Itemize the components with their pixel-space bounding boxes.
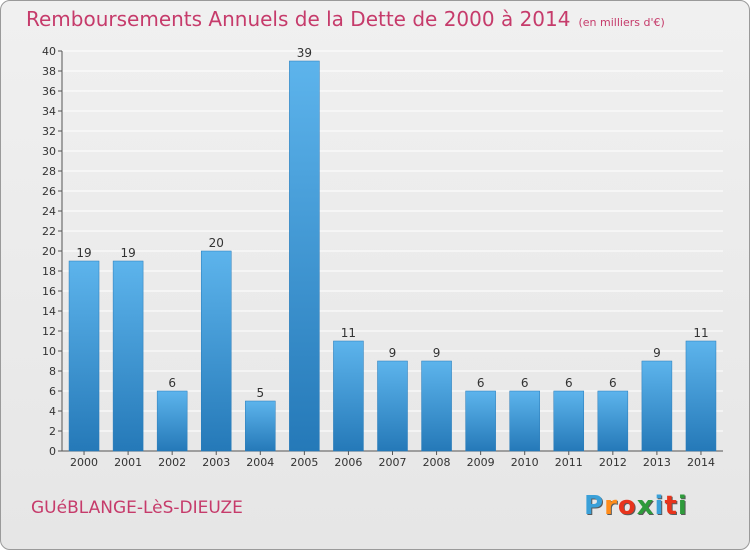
x-tick-label: 2000 — [70, 456, 98, 469]
bar — [597, 390, 629, 452]
bar — [377, 360, 408, 452]
logo-letter: P — [584, 491, 605, 521]
bar — [509, 390, 540, 452]
x-tick-label: 2003 — [202, 456, 230, 469]
bar — [289, 60, 320, 452]
y-tick-label: 8 — [49, 365, 56, 378]
y-tick-label: 10 — [42, 345, 56, 358]
x-tick-label: 2011 — [555, 456, 583, 469]
logo-letter: x — [636, 491, 655, 521]
y-tick-label: 12 — [42, 325, 56, 338]
x-tick-label: 2012 — [599, 456, 627, 469]
bar — [68, 260, 100, 452]
y-tick-label: 40 — [42, 45, 56, 58]
bar — [553, 390, 585, 452]
bars — [68, 60, 717, 452]
data-label: 6 — [168, 376, 176, 390]
logo-letter: r — [604, 491, 618, 521]
data-label: 19 — [76, 246, 91, 260]
data-label: 9 — [389, 346, 397, 360]
data-label: 19 — [120, 246, 135, 260]
data-label: 20 — [209, 236, 224, 250]
bar — [156, 390, 188, 452]
y-tick-label: 28 — [42, 165, 56, 178]
x-tick-label: 2014 — [687, 456, 715, 469]
x-tick-label: 2006 — [334, 456, 362, 469]
y-tick-label: 38 — [42, 65, 56, 78]
proxiti-logo: Proxiti — [584, 491, 688, 521]
chart-title: Remboursements Annuels de la Dette de 20… — [26, 7, 665, 31]
y-tick-label: 0 — [49, 445, 56, 458]
data-label: 6 — [565, 376, 573, 390]
x-tick-label: 2001 — [114, 456, 142, 469]
y-tick-label: 34 — [42, 105, 56, 118]
bar — [465, 390, 496, 452]
y-tick-label: 4 — [49, 405, 56, 418]
x-tick-label: 2002 — [158, 456, 186, 469]
y-tick-label: 2 — [49, 425, 56, 438]
y-tick-label: 14 — [42, 305, 56, 318]
data-label: 6 — [521, 376, 529, 390]
y-tick-label: 30 — [42, 145, 56, 158]
data-label: 39 — [297, 46, 312, 60]
y-tick-label: 18 — [42, 265, 56, 278]
data-label: 6 — [477, 376, 485, 390]
y-tick-label: 16 — [42, 285, 56, 298]
bar — [421, 360, 452, 452]
logo-letter: o — [617, 491, 637, 521]
x-tick-label: 2007 — [379, 456, 407, 469]
x-tick-label: 2010 — [511, 456, 539, 469]
bar — [333, 340, 364, 452]
data-label: 11 — [341, 326, 356, 340]
bar — [641, 360, 673, 452]
bar — [685, 340, 717, 452]
logo-letter: t — [664, 491, 678, 521]
bar — [112, 260, 144, 452]
y-tick-label: 24 — [42, 205, 56, 218]
data-label: 5 — [256, 386, 264, 400]
data-label: 11 — [693, 326, 708, 340]
y-tick-label: 22 — [42, 225, 56, 238]
y-tick-label: 20 — [42, 245, 56, 258]
data-label: 9 — [653, 346, 661, 360]
y-tick-label: 26 — [42, 185, 56, 198]
chart-subtitle: (en milliers d'€) — [578, 16, 665, 29]
logo-letter: i — [654, 491, 665, 521]
axes: 0246810121416182022242628303234363840200… — [42, 45, 723, 469]
x-tick-label: 2013 — [643, 456, 671, 469]
place-name: GUéBLANGE-LèS-DIEUZE — [31, 498, 243, 518]
y-tick-label: 6 — [49, 385, 56, 398]
data-label: 9 — [433, 346, 441, 360]
data-label: 6 — [609, 376, 617, 390]
x-tick-label: 2004 — [246, 456, 274, 469]
x-tick-label: 2008 — [423, 456, 451, 469]
y-tick-label: 36 — [42, 85, 56, 98]
y-tick-label: 32 — [42, 125, 56, 138]
x-tick-label: 2005 — [290, 456, 318, 469]
chart-title-text: Remboursements Annuels de la Dette de 20… — [26, 7, 571, 31]
x-tick-label: 2009 — [467, 456, 495, 469]
data-labels: 19 19 6 20 5 39 11 9 9 6 6 6 6 9 11 — [76, 46, 708, 400]
bar — [200, 250, 232, 452]
logo-letter: i — [677, 491, 688, 521]
bar — [245, 400, 276, 452]
